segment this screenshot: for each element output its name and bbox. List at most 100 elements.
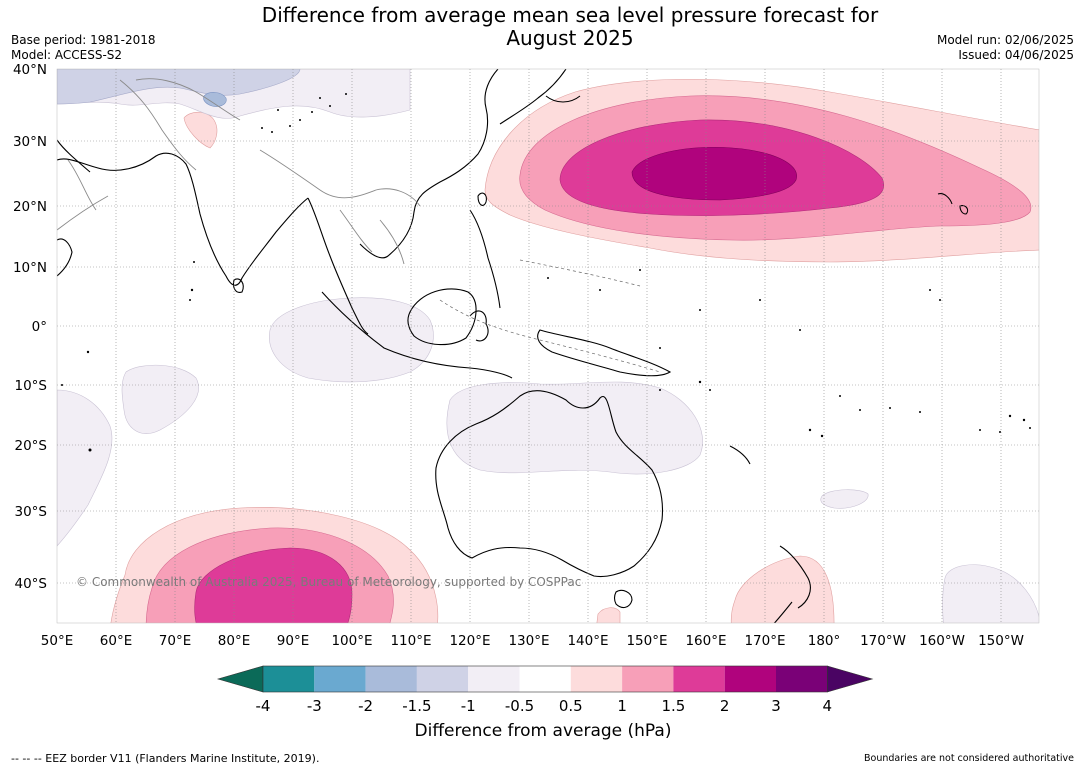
copyright-notice: © Commonwealth of Australia 2025, Bureau… [76,575,581,589]
anomaly-neg-0.5-mid-indian [121,364,199,434]
title-line-2: August 2025 [506,26,634,50]
coastline-sri-lanka [232,278,244,293]
colorbar-tick-label: -2 [358,697,373,715]
colorbar-swatch [263,666,315,692]
latitude-label: 30°S [15,504,48,520]
anomaly-neg-1.5-tibet [203,92,227,107]
longitude-label: 80°E [218,633,250,649]
title-line-1: Difference from average mean sea level p… [261,3,879,27]
eez-legend-note: -- -- -- EEZ border V11 (Flanders Marine… [11,752,320,765]
chart-title: Difference from average mean sea level p… [0,4,1085,50]
boundaries-disclaimer: Boundaries are not considered authoritat… [864,753,1074,764]
coastline-horn-of-africa [57,238,73,277]
longitude-label: 70°E [159,633,191,649]
anomaly-pos-0.5-tasmania [596,607,621,623]
coastline-indochina [307,69,499,335]
colorbar-swatch [365,666,417,692]
longitude-label: 170°E [744,633,785,649]
longitude-label: 160°W [919,633,965,649]
anomaly-pos-2-north-pacific [631,146,797,201]
coastline-australia [435,390,664,578]
anomaly-neg-0.5-west-indian [57,389,113,547]
anomaly-neg-0.5-equatorial-indian [269,297,434,383]
coastline-borneo [407,288,477,346]
colorbar-extend-low [216,665,264,693]
issued-date: Issued: 04/06/2025 [958,48,1074,62]
base-period: Base period: 1981-2018 [11,33,156,47]
longitude-label: 150°W [978,633,1024,649]
model-run: Model run: 02/06/2025 [936,33,1074,47]
colorbar-tick-label: 4 [823,697,833,715]
small-islands [61,93,1031,452]
graticule [57,69,1039,623]
colorbar-swatch [519,666,571,692]
coastline-sulawesi [469,310,489,342]
coastline-new-guinea [537,329,672,377]
anomaly-pos-1.5-south-indian [194,547,353,623]
longitude-label: 170°W [860,633,906,649]
coastline-japan [499,69,581,125]
anomaly-pos-0.5-new-zealand [730,555,835,623]
coastline-philippines [469,209,501,309]
longitude-label: 50°E [41,633,73,649]
colorbar-tick-label: 2 [720,697,730,715]
anomaly-neg-1-central-asia [57,69,301,105]
latitude-labels: 40°N 30°N 20°N 10°N 0° 10°S 20°S 30°S 40°S [13,62,47,592]
longitude-label: 160°E [685,633,726,649]
map-frame [56,68,1040,624]
latitude-label: 20°S [15,438,48,454]
coastline-hawaii [937,193,969,215]
colorbar-swatch [622,666,674,692]
colorbar-swatch [570,666,623,692]
colorbar-tick-label: -1 [461,697,476,715]
colorbar: -4 -3 -2 -1.5 -1 -0.5 0.5 1 1.5 2 3 4 [216,665,874,715]
coastline-new-zealand [773,545,811,623]
meta-right: Model run: 02/06/2025 Issued: 04/06/2025 [937,33,1074,63]
anomaly-fields [57,69,1039,623]
longitude-label: 180° [808,633,841,649]
colorbar-tick-label: 3 [771,697,781,715]
colorbar-tick-label: -1.5 [402,697,431,715]
eez-borders [439,259,661,373]
latitude-label: 0° [32,319,47,335]
colorbar-swatch [673,666,725,692]
coastline-tasmania [613,589,633,609]
colorbar-tick-label: 1.5 [661,697,685,715]
latitude-label: 20°N [13,199,47,215]
colorbar-tick-label: 0.5 [559,697,583,715]
latitude-label: 10°S [15,378,48,394]
colorbar-swatch [776,666,828,692]
colorbar-swatch [416,666,469,692]
colorbar-swatch [468,666,520,692]
meta-left: Base period: 1981-2018 Model: ACCESS-S2 [11,33,156,63]
colorbar-tick-label: 1 [617,697,627,715]
anomaly-neg-0.5-australia [446,381,703,475]
coastline-new-caledonia [729,445,751,465]
colorbar-tick-label: -0.5 [505,697,534,715]
longitude-label: 90°E [277,633,309,649]
latitude-label: 10°N [13,260,47,276]
longitude-label: 100°E [331,633,372,649]
anomaly-pos-0.5-himalaya [183,111,218,149]
country-borders [57,78,421,265]
model-name: Model: ACCESS-S2 [11,48,123,62]
coastlines [57,69,969,623]
colorbar-tick-label: -3 [307,697,322,715]
colorbar-swatch [314,666,366,692]
colorbar-outline [262,665,828,693]
latitude-label: 30°N [13,134,47,150]
colorbar-label: Difference from average (hPa) [415,721,672,741]
longitude-labels: 50°E 60°E 70°E 80°E 90°E 100°E 110°E 120°E 130°E… [41,633,1024,649]
longitude-label: 110°E [390,633,431,649]
coastline-india [57,152,309,286]
longitude-label: 120°E [449,633,490,649]
latitude-label: 40°S [15,576,48,592]
anomaly-neg-0.5-south-pacific [942,564,1039,623]
latitude-label: 40°N [13,62,47,78]
coastline-taiwan [477,192,487,206]
colorbar-tick-label: -4 [256,697,271,715]
longitude-label: 150°E [626,633,667,649]
coastline-arabia [57,139,91,173]
colorbar-extend-high [826,665,874,693]
